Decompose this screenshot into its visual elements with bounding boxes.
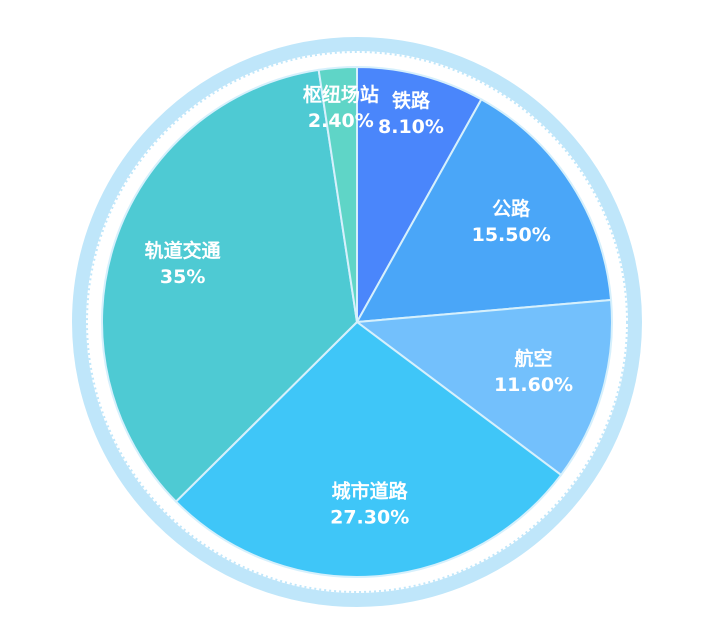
slice-value: 27.30% — [330, 507, 409, 529]
slice-label: 轨道交通 — [145, 239, 222, 262]
pie-slice — [355, 98, 613, 324]
pie-slice — [174, 320, 563, 578]
slice-label: 铁路 — [392, 89, 431, 112]
slice-value: 2.40% — [308, 110, 374, 132]
pie — [101, 65, 613, 578]
pie-slice — [101, 68, 359, 504]
slice-value: 15.50% — [472, 224, 551, 246]
pie-slice — [317, 65, 358, 323]
slice-value: 8.10% — [378, 116, 444, 138]
pie-slice — [356, 65, 483, 326]
outer-ring — [72, 37, 642, 607]
slice-value: 35% — [160, 266, 205, 288]
slice-label: 公路 — [492, 197, 531, 220]
dotted-ring — [86, 51, 628, 593]
slice-label: 枢纽场站 — [303, 83, 379, 106]
pie-slice — [354, 298, 613, 477]
slice-label: 航空 — [515, 347, 553, 370]
slice-value: 11.60% — [494, 374, 573, 396]
labels: 铁路 8.10% 公路 15.50% 航空 11.60% 城市道路 27.30% 轨道交通 35%… — [145, 83, 573, 529]
slice-label: 城市道路 — [332, 480, 409, 503]
